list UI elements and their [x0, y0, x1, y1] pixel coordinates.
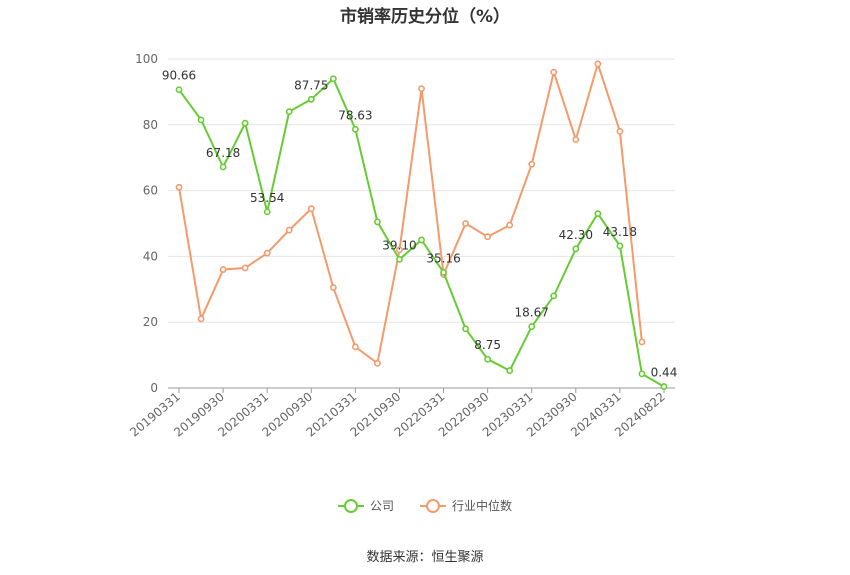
series-line	[178, 60, 643, 366]
data-point	[351, 343, 359, 351]
data-point	[550, 68, 558, 76]
y-tick-label: 100	[135, 52, 158, 66]
data-point	[329, 284, 337, 292]
data-point	[396, 246, 403, 254]
data-point	[528, 160, 536, 168]
data-label: 53.54	[250, 191, 284, 205]
data-point	[351, 125, 359, 133]
data-label: 43.18	[603, 225, 637, 239]
data-point	[307, 205, 315, 213]
data-point	[506, 221, 514, 229]
data-point	[660, 383, 668, 390]
legend-label-company: 公司	[369, 499, 394, 513]
data-point	[440, 268, 447, 276]
data-point	[263, 208, 271, 216]
data-point	[175, 86, 183, 94]
data-point	[550, 292, 558, 300]
data-point	[528, 323, 536, 330]
y-tick-label: 20	[143, 315, 158, 329]
y-tick-label: 80	[143, 118, 158, 132]
data-point	[572, 245, 580, 253]
y-tick-label: 60	[143, 184, 158, 198]
data-point	[462, 325, 469, 333]
data-label: 8.75	[474, 338, 501, 352]
data-point	[241, 119, 249, 127]
legend: 公司 行业中位数	[0, 497, 850, 514]
data-point	[263, 249, 271, 257]
grid-lines	[168, 58, 675, 323]
legend-label-industry: 行业中位数	[452, 499, 513, 513]
data-label: 87.75	[294, 78, 328, 92]
data-label: 90.66	[162, 69, 196, 83]
legend-swatch-company	[337, 498, 364, 513]
series-industry	[175, 60, 646, 367]
data-point	[484, 355, 492, 363]
data-point	[374, 218, 381, 226]
data-label: 0.44	[651, 366, 678, 380]
data-label: 78.63	[338, 108, 372, 122]
data-label: 67.18	[206, 146, 240, 160]
series-lines	[175, 60, 668, 390]
data-point	[616, 127, 624, 135]
data-point	[594, 60, 602, 68]
data-point	[616, 242, 624, 250]
legend-item-industry[interactable]: 行业中位数	[420, 497, 512, 514]
data-point	[396, 255, 403, 263]
legend-item-company[interactable]: 公司	[337, 497, 394, 514]
data-point	[307, 95, 315, 103]
data-point	[285, 226, 293, 234]
data-label: 42.30	[559, 228, 593, 242]
data-point	[197, 315, 205, 323]
legend-swatch-industry	[420, 498, 446, 513]
series-company	[175, 75, 668, 390]
data-source: 数据来源：恒生聚源	[366, 550, 484, 565]
data-point	[418, 236, 425, 244]
chart-title: 市销率历史分位（%）	[339, 7, 511, 27]
data-point	[594, 210, 602, 218]
data-point	[175, 183, 183, 191]
data-point	[329, 75, 337, 83]
data-point	[572, 136, 580, 144]
y-tick-label: 0	[150, 381, 158, 395]
data-label: 35.16	[426, 251, 460, 265]
data-point	[638, 370, 646, 378]
data-point	[285, 108, 293, 116]
data-point	[484, 233, 492, 241]
data-point	[638, 338, 646, 346]
data-label: 39.10	[382, 238, 416, 252]
data-point	[462, 220, 469, 227]
y-tick-label: 40	[143, 249, 158, 263]
data-label: 18.67	[515, 306, 549, 320]
data-labels: 90.66 67.18 53.54 87.75 78.63 39.10 35.16 8.75 1…	[162, 69, 677, 380]
data-point	[197, 116, 205, 124]
data-point	[219, 163, 227, 171]
data-point	[374, 359, 381, 367]
data-point	[219, 266, 227, 273]
data-point	[418, 85, 425, 93]
data-point	[241, 264, 249, 272]
data-point	[506, 367, 514, 374]
line-chart: 0204060801002019033120190930202003312020…	[127, 52, 677, 440]
